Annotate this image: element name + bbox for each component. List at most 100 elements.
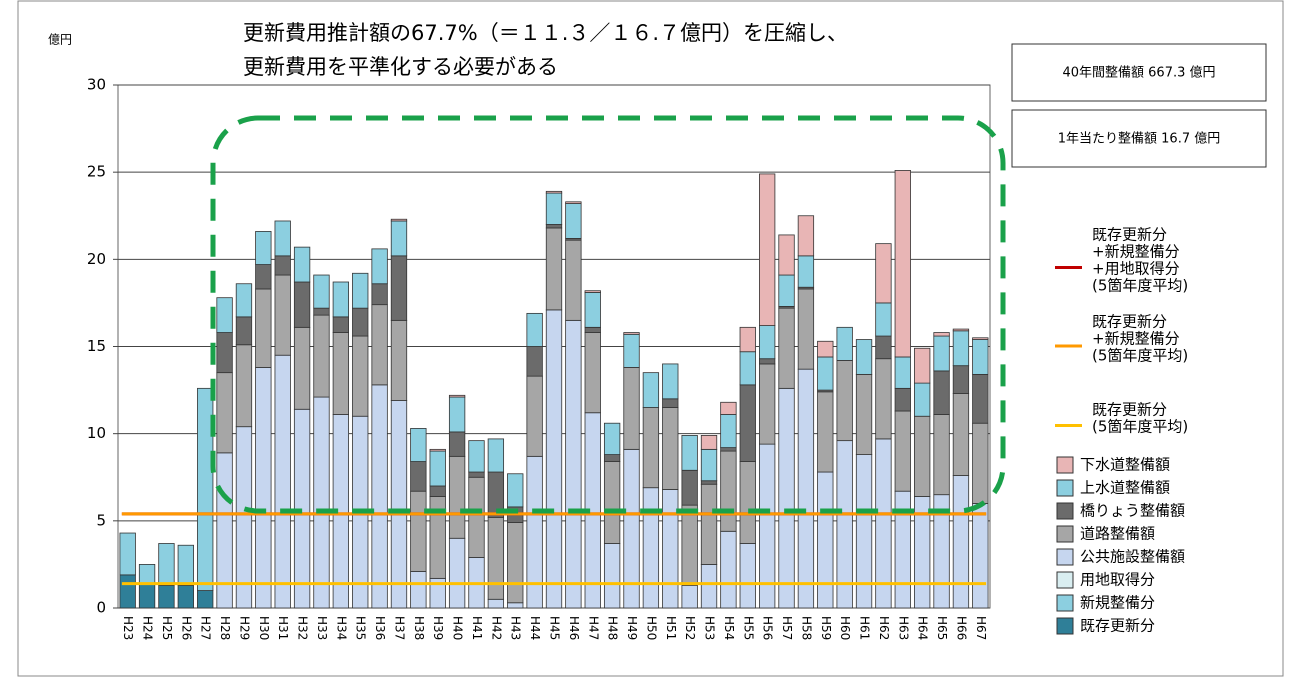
- x-tick-label: H53: [703, 616, 717, 640]
- bar-segment: [371, 384, 388, 609]
- bar-segment: [390, 255, 408, 321]
- x-tick-label: H36: [373, 616, 387, 640]
- bar-segment: [894, 387, 911, 412]
- bar-segment: [565, 201, 582, 204]
- x-tick-label: H28: [218, 616, 232, 640]
- x-tick-label: H23: [121, 616, 135, 640]
- bar-segment: [836, 326, 853, 361]
- bar-segment: [448, 455, 466, 539]
- bar-segment: [972, 422, 989, 504]
- bar-segment: [817, 391, 834, 473]
- highlight-region: [210, 115, 1006, 514]
- bar-segment: [197, 387, 214, 591]
- bar-segment: [894, 356, 911, 389]
- bar-segment: [255, 231, 272, 265]
- bar-segment: [235, 426, 253, 609]
- bar-segment: [216, 297, 233, 333]
- bar-segment: [274, 354, 291, 609]
- x-tick-label: H67: [974, 616, 988, 640]
- bar-segment: [797, 368, 815, 609]
- legend-label: 新規整備分: [1080, 594, 1155, 612]
- unit-label: 億円: [48, 33, 72, 47]
- x-tick-label: H34: [334, 616, 348, 640]
- bar-segment: [681, 469, 698, 506]
- bar-segment: [623, 367, 640, 450]
- x-tick-label: H50: [644, 616, 658, 640]
- bar-segment: [952, 330, 970, 367]
- bar-segment: [759, 358, 776, 365]
- bar-segment: [759, 173, 776, 326]
- info-box: [1011, 43, 1267, 102]
- x-tick-label: H27: [199, 616, 213, 640]
- bar-segment: [952, 393, 970, 476]
- bar-segment: [313, 396, 330, 609]
- bar-segment: [119, 574, 136, 609]
- bar-segment: [352, 272, 369, 309]
- bar-segment: [177, 544, 194, 586]
- bar-segment: [216, 332, 233, 374]
- x-tick-label: H33: [315, 616, 329, 640]
- bar-segment: [545, 190, 563, 194]
- legend-swatch: [1056, 479, 1074, 497]
- info-text: 1年当たり整備額 16.7 億円: [1058, 131, 1220, 147]
- bar-segment: [662, 398, 679, 408]
- bar-segment: [778, 387, 795, 609]
- legend-label: 用地取得分: [1080, 571, 1155, 589]
- bar-segment: [720, 401, 737, 415]
- bar-segment: [468, 471, 485, 478]
- x-tick-label: H41: [470, 616, 484, 640]
- info-text: 40年間整備額 667.3 億円: [1062, 65, 1215, 81]
- bar-segment: [584, 292, 601, 328]
- bar-segment: [720, 414, 737, 449]
- bar-segment: [293, 281, 311, 328]
- x-tick-label: H62: [877, 616, 891, 640]
- bar-segment: [158, 584, 175, 609]
- bar-segment: [545, 309, 563, 609]
- bar-segment: [662, 489, 679, 609]
- bar-segment: [584, 332, 601, 414]
- bar-segment: [972, 373, 989, 424]
- x-tick-label: H38: [412, 616, 426, 640]
- bar-segment: [526, 375, 543, 457]
- bar-segment: [681, 435, 698, 471]
- bar-segment: [274, 274, 291, 356]
- bar-segment: [662, 407, 679, 490]
- bar-segment: [720, 447, 737, 452]
- bar-segment: [545, 224, 563, 229]
- bar-segment: [390, 400, 408, 609]
- bar-segment: [448, 537, 466, 609]
- bar-segment: [875, 335, 892, 360]
- bar-segment: [352, 335, 369, 417]
- bar-segment: [313, 274, 330, 309]
- bar-segment: [274, 255, 291, 276]
- legend-label: 橋りょう整備額: [1080, 502, 1185, 520]
- legend-label: +新規整備分: [1092, 330, 1180, 348]
- bar-segment: [293, 326, 311, 410]
- bar-segment: [138, 564, 156, 584]
- x-tick-label: H54: [722, 616, 736, 640]
- x-tick-label: H25: [160, 616, 174, 640]
- x-tick-label: H26: [179, 616, 193, 640]
- legend-label: +新規整備分: [1092, 243, 1180, 261]
- x-tick-label: H59: [819, 616, 833, 640]
- bar-segment: [875, 243, 892, 304]
- bar-segment: [797, 288, 815, 370]
- bar-segment: [952, 475, 970, 609]
- bar-segment: [972, 502, 989, 609]
- x-tick-label: H56: [761, 616, 775, 640]
- bar-segment: [603, 461, 621, 544]
- legend-label: 道路整備額: [1080, 525, 1155, 543]
- x-tick-label: H43: [509, 616, 523, 640]
- bar-segment: [720, 450, 737, 532]
- x-tick-label: H49: [625, 616, 639, 640]
- bar-segment: [235, 283, 253, 318]
- bar-segment: [313, 314, 330, 398]
- x-tick-label: H24: [141, 616, 155, 640]
- x-tick-label: H63: [896, 616, 910, 640]
- bar-segment: [429, 485, 446, 497]
- legend-label: 公共施設整備額: [1080, 548, 1185, 566]
- y-tick-label: 5: [96, 511, 106, 529]
- legend-swatch: [1056, 594, 1074, 612]
- bar-segment: [235, 344, 253, 428]
- bar-segment: [545, 227, 563, 311]
